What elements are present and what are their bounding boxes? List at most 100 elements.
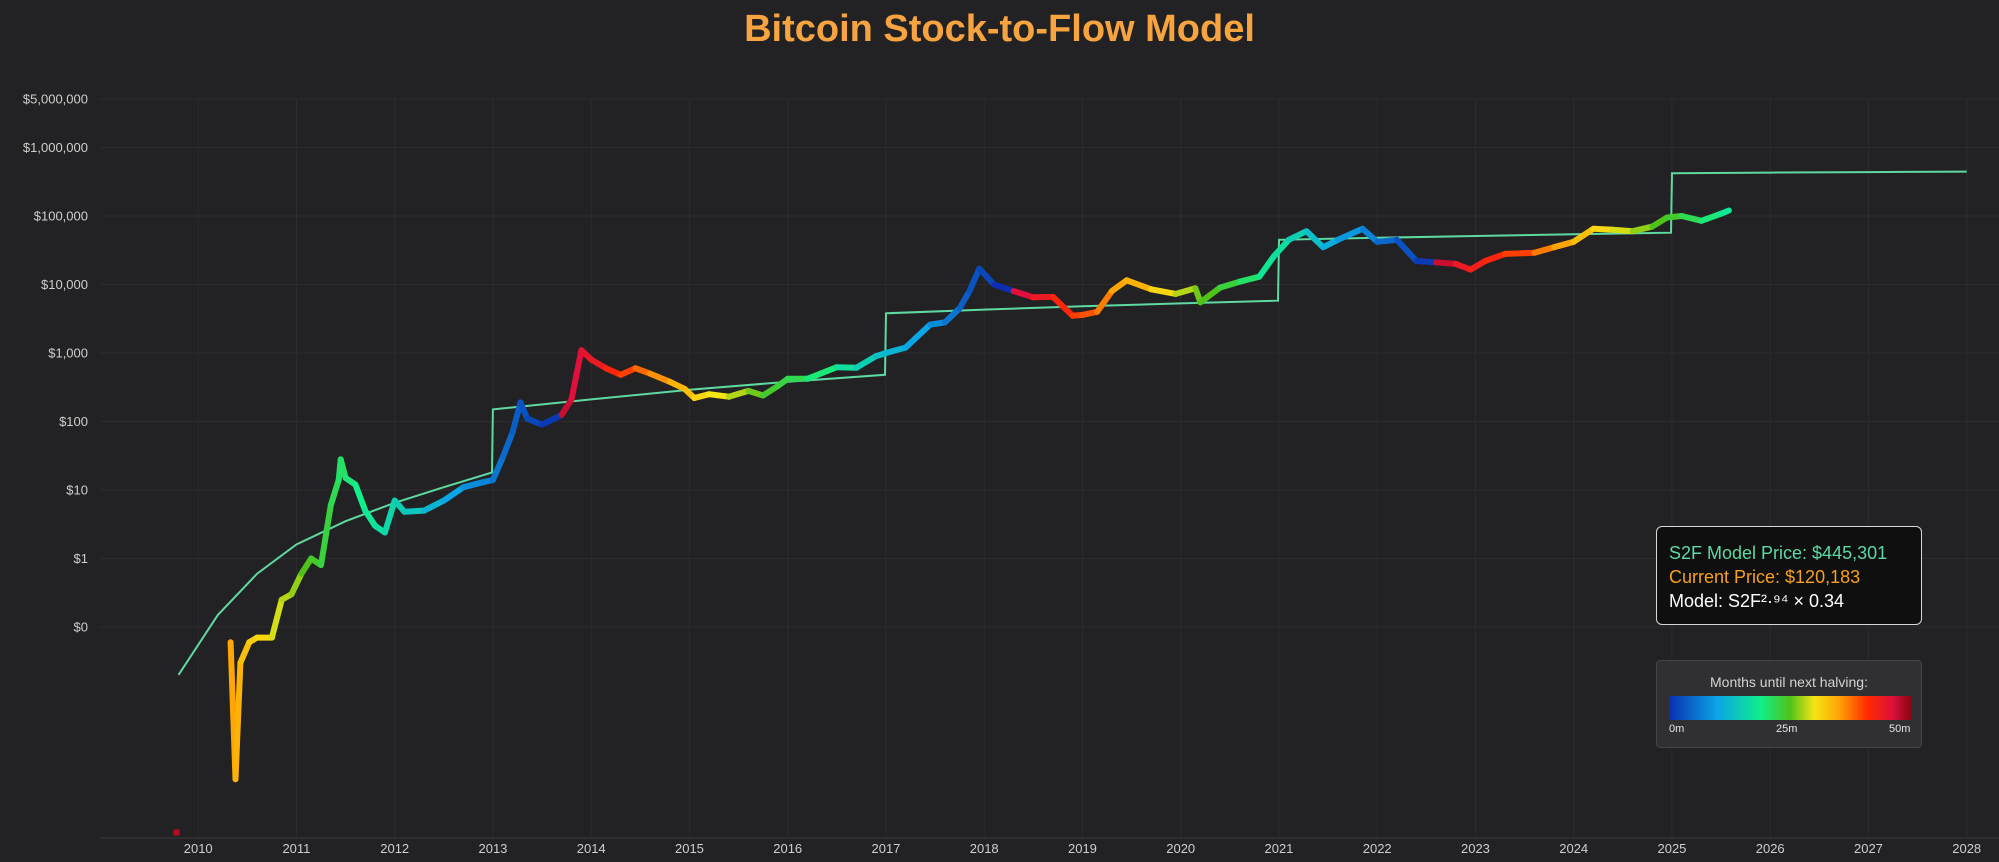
price-segment [1482,250,1508,264]
price-segment [1123,277,1155,293]
price-segment [298,555,315,577]
price-segment [1217,278,1243,291]
price-segment [232,659,244,783]
x-tick-label: 2017 [871,841,900,856]
chart-title: Bitcoin Stock-to-Flow Model [744,8,1255,50]
price-segment [902,321,934,351]
price-segment [725,387,752,400]
y-tick-label: $1,000 [48,346,88,361]
price-segment [421,497,447,514]
price-segment [1271,236,1292,260]
price-segment [327,477,342,509]
color-legend-title: Months until next halving: [1710,674,1868,690]
price-segment [1531,244,1557,256]
y-tick-label: $10,000 [41,277,88,292]
x-tick-label: 2020 [1166,841,1195,856]
x-axis-ticks: 2010 2011 2012 2013 2014 2015 2016 2017 2018 2019… [184,841,1981,856]
x-tick-label: 2011 [282,841,310,856]
price-segment [318,502,334,569]
price-segment [237,639,253,666]
grid-lines [100,98,1999,839]
price-segment [268,596,285,641]
x-tick-label: 2023 [1461,841,1490,856]
price-segment [1433,259,1459,267]
x-tick-label: 2010 [184,841,213,856]
info-box: S2F Model Price: $445,301 Current Price:… [1656,526,1922,625]
price-segment [956,288,973,312]
color-legend: Months until next halving: 0m 25m 50m [1656,660,1922,748]
price-segment [1256,253,1277,280]
model-line [177,170,1967,676]
price-segment [647,370,673,385]
price-segment [1359,225,1381,245]
price-segment [489,454,506,483]
price-segment [966,265,983,295]
x-tick-label: 2027 [1854,841,1883,856]
price-segment [539,411,565,428]
price-segment [976,265,997,288]
price-segment [558,396,575,418]
price-segment [1374,236,1400,245]
y-tick-label: $0 [74,620,88,635]
y-axis-ticks: $0 $1 $10 $100 $1,000 $10,000 $100,000 $1,000,0… [23,92,88,635]
price-segment [499,429,516,461]
price-segment [1094,288,1115,315]
price-segment [1590,225,1616,233]
price-segment [1393,236,1420,264]
x-tick-label: 2019 [1068,841,1097,856]
price-segment [1303,228,1327,251]
x-tick-label: 2026 [1756,841,1785,856]
x-tick-label: 2018 [970,841,999,856]
x-tick-label: 2021 [1264,841,1293,856]
x-tick-label: 2024 [1559,841,1588,856]
y-tick-label: $100 [59,414,88,429]
x-tick-label: 2016 [773,841,802,856]
price-segment [337,456,349,481]
model-formula-label: Model: S2F²·⁹⁴ × 0.34 [1669,591,1845,611]
price-segment [1698,210,1725,224]
price-segment [1334,225,1366,243]
price-segment [804,364,840,382]
price-segment [1148,286,1179,297]
price-segment [1197,284,1223,306]
x-tick-label: 2022 [1363,841,1392,856]
price-segment [883,344,909,356]
current-price-label: Current Price: $120,183 [1669,567,1861,587]
y-tick-label: $1,000,000 [23,140,88,155]
price-segment [853,353,880,371]
price-point [173,829,180,836]
price-segment [288,570,305,598]
price-segment [1570,225,1597,245]
price-segment [401,507,428,515]
y-tick-label: $10 [66,483,88,498]
price-segment [1010,288,1037,301]
price-segment [1172,285,1199,297]
price-segment [1629,223,1656,235]
y-tick-label: $100,000 [34,209,88,224]
price-segment [440,484,467,504]
price-segment [1501,249,1538,257]
model-price-label: S2F Model Price: $445,301 [1669,543,1888,563]
legend-tick-0: 0m [1669,723,1685,735]
price-segment [1108,277,1130,295]
y-tick-label: $1 [74,551,88,566]
price-segment [362,507,378,529]
price-line [173,207,1732,836]
price-segment [352,481,369,514]
x-tick-label: 2012 [380,841,409,856]
x-tick-label: 2028 [1952,841,1981,856]
x-tick-label: 2013 [478,841,507,856]
x-tick-label: 2014 [577,841,606,856]
model-series-line [177,170,1967,676]
price-segment [1413,258,1440,266]
legend-tick-1: 25m [1776,723,1798,735]
price-segment [1610,226,1636,235]
price-segment [706,391,732,400]
price-segment [460,479,487,491]
price-segment [1551,238,1577,251]
price-segment [381,497,398,536]
price-segment [991,281,1017,295]
color-legend-gradient [1669,696,1911,720]
price-segment [1718,207,1732,217]
